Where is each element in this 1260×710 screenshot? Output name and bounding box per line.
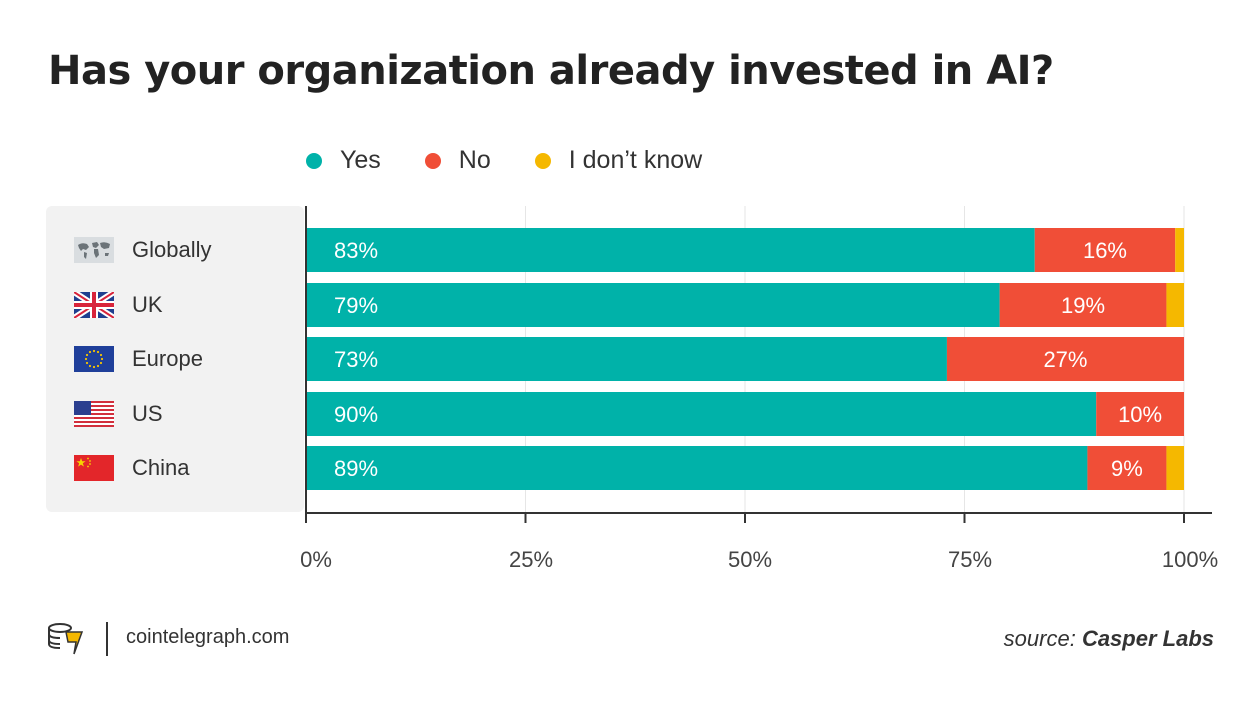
x-tick-label: 25% — [508, 547, 554, 572]
bar-segment — [306, 446, 1088, 490]
world-map-icon — [74, 237, 114, 263]
category-row-us: US — [74, 392, 163, 436]
bar-segment — [306, 283, 1000, 327]
legend-dot-dont-know — [534, 152, 551, 169]
category-row-europe: Europe — [74, 337, 203, 381]
legend-dot-yes — [306, 152, 322, 169]
bar-value-label: 27% — [1043, 347, 1087, 372]
china-flag-icon — [74, 455, 114, 481]
bar-value-label: 90% — [334, 402, 378, 427]
legend-item-yes: Yes — [306, 146, 381, 175]
category-row-china: China — [74, 446, 189, 490]
footer-source: source: Casper Labs — [1004, 626, 1214, 652]
x-tick-label: 100% — [1161, 547, 1219, 572]
us-flag-icon — [74, 401, 114, 427]
category-label: US — [132, 401, 163, 426]
legend-item-no: No — [424, 146, 491, 175]
legend-item-dont-know: I don’t know — [534, 146, 703, 175]
x-tick-label: 75% — [947, 547, 993, 572]
bar-segment — [306, 337, 947, 381]
x-tick-label: 50% — [727, 547, 773, 572]
bar-value-label: 89% — [334, 456, 378, 481]
category-label: China — [132, 455, 190, 480]
category-panel: Globally UK Europe — [46, 206, 304, 512]
legend-label-dont-know: I don’t know — [568, 146, 703, 174]
cointelegraph-logo-icon — [44, 620, 88, 661]
footer-divider — [106, 622, 108, 656]
bar-value-label: 83% — [334, 238, 378, 263]
bar-segment — [1096, 392, 1184, 436]
source-prefix: source: — [1003, 626, 1076, 651]
bar-value-label: 10% — [1118, 402, 1162, 427]
legend-dot-no — [424, 152, 441, 169]
category-label: Europe — [132, 346, 203, 371]
category-row-uk: UK — [74, 283, 163, 327]
source-name: Casper Labs — [1081, 626, 1214, 651]
bar-segment — [1166, 446, 1184, 490]
bar-value-label: 79% — [334, 293, 378, 318]
bar-value-label: 16% — [1083, 238, 1127, 263]
legend-label-no: No — [458, 146, 491, 174]
bar-segment — [306, 392, 1097, 436]
category-label: Globally — [132, 237, 212, 262]
bar-segment — [1175, 228, 1184, 272]
eu-flag-icon — [74, 346, 114, 372]
footer-site: cointelegraph.com — [126, 626, 290, 648]
bar-value-label: 19% — [1061, 293, 1105, 318]
bar-segment — [1034, 228, 1176, 272]
bar-segment — [1087, 446, 1167, 490]
bar-segment — [946, 337, 1184, 381]
category-row-globally: Globally — [74, 228, 211, 272]
uk-flag-icon — [74, 292, 114, 318]
legend-label-yes: Yes — [340, 146, 381, 174]
bar-segment — [999, 283, 1167, 327]
x-tick-label: 0% — [300, 547, 332, 572]
chart-title: Has your organization already invested i… — [48, 48, 1054, 94]
legend: Yes No I don’t know — [306, 146, 702, 175]
bar-value-label: 73% — [334, 347, 378, 372]
bar-value-label: 9% — [1111, 456, 1143, 481]
bar-chart: 83% 16% 79% 19% 73% 27% 90% 10% 89% 9% — [305, 206, 1212, 523]
bar-segment — [1166, 283, 1184, 327]
category-label: UK — [132, 292, 163, 317]
bar-segment — [306, 228, 1035, 272]
